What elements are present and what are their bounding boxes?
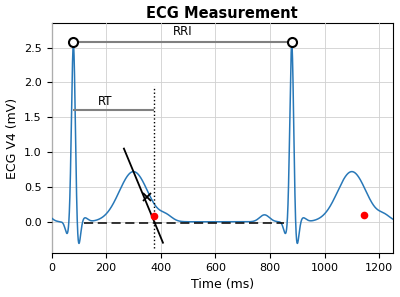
Text: RRI: RRI	[173, 26, 192, 38]
Y-axis label: ECG V4 (mV): ECG V4 (mV)	[6, 98, 18, 179]
Title: ECG Measurement: ECG Measurement	[146, 6, 298, 20]
X-axis label: Time (ms): Time (ms)	[191, 279, 254, 291]
Text: RT: RT	[98, 95, 112, 108]
